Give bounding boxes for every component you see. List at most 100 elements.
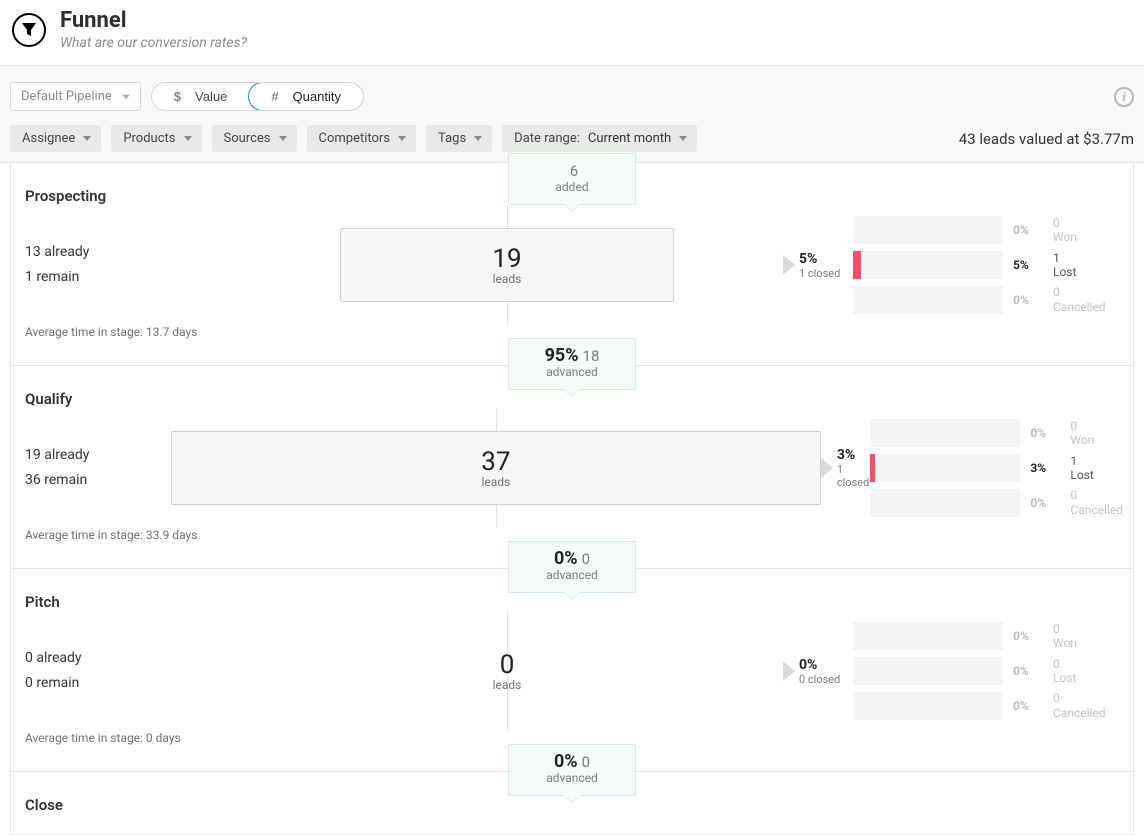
outcome-bar [870,454,1020,482]
outcome-meta: 0Won [1053,622,1077,651]
outcome-label: Lost [1070,468,1093,482]
outcome-pct: 3% [1030,461,1060,475]
filter-chip-competitors[interactable]: Competitors [307,125,417,152]
outcome-meta: 0Lost [1053,657,1076,686]
chevron-right-icon [783,661,795,681]
outcome-meta: 0Cancelled [1053,691,1106,720]
stage-close-rate: 5%1 closed [783,251,853,280]
outcome-row-lost: 0% 0Lost [853,657,1123,686]
advance-badge: 6added [508,153,636,205]
filter-chip-sources[interactable]: Sources [212,125,297,152]
funnel-stage: 6addedProspecting13 already1 remain19lea… [11,163,1133,366]
outcome-pct: 0% [1030,426,1060,440]
close-pct: 0% [799,657,840,673]
stage-center: 37leads [171,408,821,528]
outcome-row-won: 0% 0Won [853,622,1123,651]
leads-count: 37 [481,447,510,477]
filter-chip-label: Sources [224,131,271,146]
funnel-stage: 0%0advancedPitch0 already0 remain0leads0… [11,569,1133,772]
funnel-icon [12,13,46,47]
mode-toggle-value[interactable]: $ Value [152,83,250,110]
close-count: 1 closed [799,267,840,280]
outcome-bar [853,657,1003,685]
stage-left-stats: 19 already36 remain [11,443,171,493]
outcome-meta: 0Cancelled [1070,488,1123,517]
pipeline-select-label: Default Pipeline [21,89,112,104]
advance-count: 6 [570,162,578,180]
advance-count: 0 [582,550,590,568]
filter-chip-products[interactable]: Products [111,125,201,152]
leads-summary: 43 leads valued at $3.77m [959,130,1134,148]
stage-already: 13 already [25,240,231,265]
outcome-label: Won [1053,230,1077,244]
outcome-pct: 0% [1013,223,1043,237]
outcome-label: Cancelled [1053,706,1106,720]
filter-chip-label: Products [123,131,175,146]
leads-count: 19 [492,244,521,274]
outcome-label: Cancelled [1053,300,1106,314]
chevron-down-icon [279,136,287,141]
outcome-count: 0 [1070,488,1123,502]
chevron-down-icon [184,136,192,141]
outcome-count: 0 [1053,657,1076,671]
stage-already: 0 already [25,646,231,671]
advance-badge: 95%18advanced [508,338,636,390]
leads-label: leads [481,475,510,489]
toolbar: Default Pipeline $ Value # Quantity i As… [0,66,1144,163]
outcome-bar [870,489,1020,517]
close-pct: 3% [837,447,871,463]
outcome-count: 0 [1053,285,1106,299]
leads-box: 0leads [487,634,527,708]
leads-count: 0 [500,650,515,680]
advance-pct: 0% [554,751,578,772]
mode-value-label: Value [195,89,227,104]
mode-toggle-quantity[interactable]: # Quantity [248,82,364,111]
stage-already: 19 already [25,443,171,468]
outcome-count: 1 [1053,251,1076,265]
outcome-label: Cancelled [1070,503,1123,517]
stage-outcomes: 0%0Won5%1Lost0%0Cancelled [853,216,1133,314]
outcome-row-cancelled: 0%0Cancelled [853,285,1123,314]
toolbar-row-controls: Default Pipeline $ Value # Quantity i [10,82,1134,111]
advance-count: 0 [582,753,590,771]
leads-box[interactable]: 37leads [171,431,821,505]
outcome-count: 0 [1053,216,1077,230]
stage-body: 13 already1 remain19leads5%1 closed0%0Wo… [11,205,1133,325]
mode-quantity-label: Quantity [293,89,341,104]
stage-center: 19leads [231,205,783,325]
outcome-label: Lost [1053,671,1076,685]
filter-chip-assignee[interactable]: Assignee [10,125,101,152]
filter-chip-value: Current month [588,131,671,146]
outcome-bar [853,622,1003,650]
stage-center: 0leads [231,611,783,731]
info-icon[interactable]: i [1114,87,1134,107]
funnel-stage: 95%18advancedQualify19 already36 remain3… [11,366,1133,569]
stage-left-stats: 13 already1 remain [11,240,231,290]
page-subtitle: What are our conversion rates? [60,35,247,51]
pipeline-select[interactable]: Default Pipeline [10,82,141,111]
stage-remain: 36 remain [25,468,171,493]
advance-badge: 0%0advanced [508,744,636,796]
stage-body: 0 already0 remain0leads0%0 closed0%0Won0… [11,611,1133,731]
outcome-row-won: 0% 0Won [853,216,1123,245]
outcome-pct: 0% [1013,664,1043,678]
leads-box[interactable]: 19leads [340,228,674,302]
advance-badge: 0%0advanced [508,541,636,593]
filter-chip-daterange[interactable]: Date range: Current month [502,125,697,152]
advance-label: advanced [509,771,635,785]
outcome-pct: 5% [1013,258,1043,272]
outcome-row-cancelled: 0%0Cancelled [870,488,1123,517]
stage-left-stats: 0 already0 remain [11,646,231,696]
outcome-pct: 0% [1013,699,1043,713]
outcome-count: 0 [1070,419,1094,433]
outcome-pct: 0% [1013,629,1043,643]
outcome-row-cancelled: 0% 0Cancelled [853,691,1123,720]
leads-label: leads [493,272,522,286]
filter-chip-label: Tags [438,131,466,146]
outcome-label: Lost [1053,265,1076,279]
advance-label: advanced [509,365,635,379]
filter-chip-label: Date range: [514,131,580,146]
outcome-bar [853,692,1003,720]
stage-close-rate: 0%0 closed [783,657,853,686]
filter-chip-tags[interactable]: Tags [426,125,492,152]
